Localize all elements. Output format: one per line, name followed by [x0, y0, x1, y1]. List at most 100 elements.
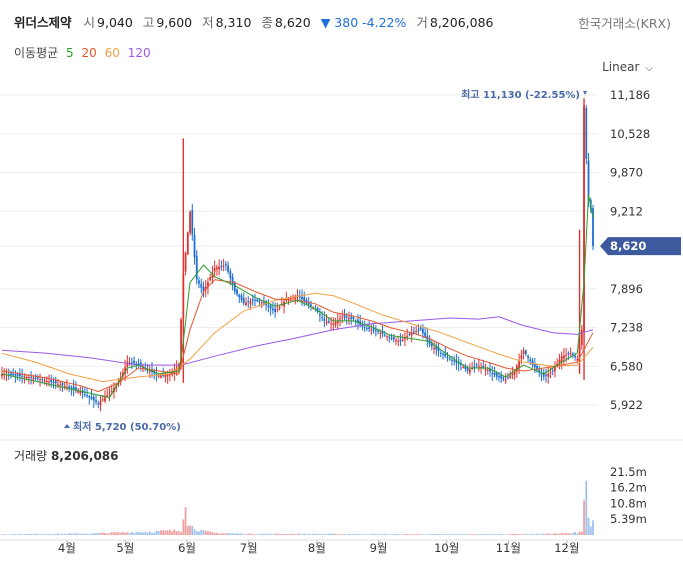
volume-bar: [554, 533, 556, 535]
volume-bar: [247, 533, 250, 535]
volume-bar: [345, 534, 348, 535]
volume-bar: [500, 534, 503, 535]
candle-body: [498, 375, 500, 378]
volume-bar: [160, 530, 162, 535]
volume-bar: [59, 534, 62, 535]
volume-bar: [301, 534, 303, 535]
volume-bar: [388, 534, 391, 535]
candle-body: [130, 362, 133, 364]
volume-bar: [343, 534, 346, 535]
volume-bar: [493, 533, 496, 535]
ma-5-label[interactable]: 5: [66, 46, 74, 60]
volume-bar: [220, 533, 223, 535]
candle-body: [108, 393, 111, 395]
candle-body: [247, 301, 250, 303]
volume-bar: [560, 532, 563, 535]
volume-bar: [195, 531, 198, 535]
close-label: 종: [261, 15, 273, 30]
volume-bar: [249, 533, 252, 535]
volume-bar: [482, 533, 485, 535]
candle-body: [298, 295, 301, 298]
volume-bar: [39, 534, 41, 535]
volume-bar: [43, 534, 46, 535]
x-tick-label: 6월: [178, 541, 196, 555]
candle-body: [515, 365, 518, 372]
ma-120-label[interactable]: 120: [127, 46, 151, 60]
volume-bar: [45, 534, 48, 535]
volume-bar: [444, 534, 447, 535]
candle-body: [574, 355, 576, 358]
candle-body: [321, 317, 324, 319]
volume-bar: [236, 533, 238, 535]
volume-bar: [245, 534, 247, 535]
volume-bar: [515, 533, 518, 535]
volume-bar: [336, 534, 339, 535]
volume-bar: [3, 534, 6, 535]
candle-body: [133, 360, 135, 364]
volume-bar: [491, 534, 494, 535]
ma-60-label[interactable]: 60: [104, 46, 120, 60]
volume-bar: [157, 531, 160, 535]
scale-selector-value: Linear: [602, 60, 640, 74]
volume-bar: [271, 534, 274, 535]
volume-tick-label: 5.39m: [610, 512, 647, 526]
candle-body: [216, 267, 218, 270]
volume-bar: [457, 534, 460, 535]
candle-body: [404, 337, 406, 340]
volume-bar: [184, 507, 187, 535]
volume-bar: [448, 534, 451, 535]
candle-body: [19, 373, 21, 377]
volume-bar: [256, 534, 259, 535]
scale-selector[interactable]: Linear ⌵: [602, 60, 653, 74]
volume-bar: [381, 534, 384, 535]
change-value: 380: [334, 15, 359, 30]
volume-bar: [404, 533, 406, 535]
volume-bar: [81, 533, 84, 535]
candle-body: [554, 367, 556, 372]
candle-body: [509, 375, 512, 378]
candle-body: [482, 365, 485, 368]
candle-body: [569, 353, 572, 355]
candle-body: [193, 234, 196, 258]
volume-bar: [551, 534, 554, 535]
candle-body: [408, 333, 411, 335]
volume-bar: [204, 530, 207, 535]
candle-body: [435, 345, 438, 350]
candle-body: [453, 360, 456, 362]
volume-bar: [310, 534, 312, 535]
candle-body: [70, 387, 73, 389]
volume-bar: [70, 533, 73, 535]
volume-bar: [574, 532, 576, 535]
volume-bar: [433, 534, 435, 535]
volume-bar: [547, 533, 550, 535]
candle-body: [318, 314, 321, 316]
high-value: 9,600: [156, 15, 193, 30]
candle-body: [77, 390, 80, 393]
volume-bar: [97, 533, 100, 535]
x-tick-label: 8월: [308, 541, 326, 555]
candle-body: [439, 352, 442, 354]
volume-bar: [61, 533, 64, 535]
ma-20-label[interactable]: 20: [81, 46, 97, 60]
x-tick-label: 9월: [370, 541, 388, 555]
candle-body: [493, 372, 496, 376]
volume-bar: [287, 534, 290, 535]
candle-body: [240, 295, 243, 301]
volume-bar: [171, 531, 174, 535]
volume-bar: [240, 533, 243, 535]
candle-body: [242, 298, 245, 304]
volume-bar: [137, 531, 140, 535]
volume-bar: [207, 531, 209, 535]
volume-bar: [292, 533, 294, 535]
candle-body: [511, 373, 514, 376]
candle-body: [63, 386, 66, 388]
volume-bar: [68, 533, 71, 535]
candle-body: [417, 329, 420, 331]
y-tick-label: 9,870: [610, 166, 643, 180]
volume-tick-label: 16.2m: [610, 481, 647, 495]
volume-bar: [216, 532, 218, 535]
candle-body: [220, 266, 223, 268]
candle-body: [524, 350, 527, 355]
volume-bar: [180, 532, 182, 535]
